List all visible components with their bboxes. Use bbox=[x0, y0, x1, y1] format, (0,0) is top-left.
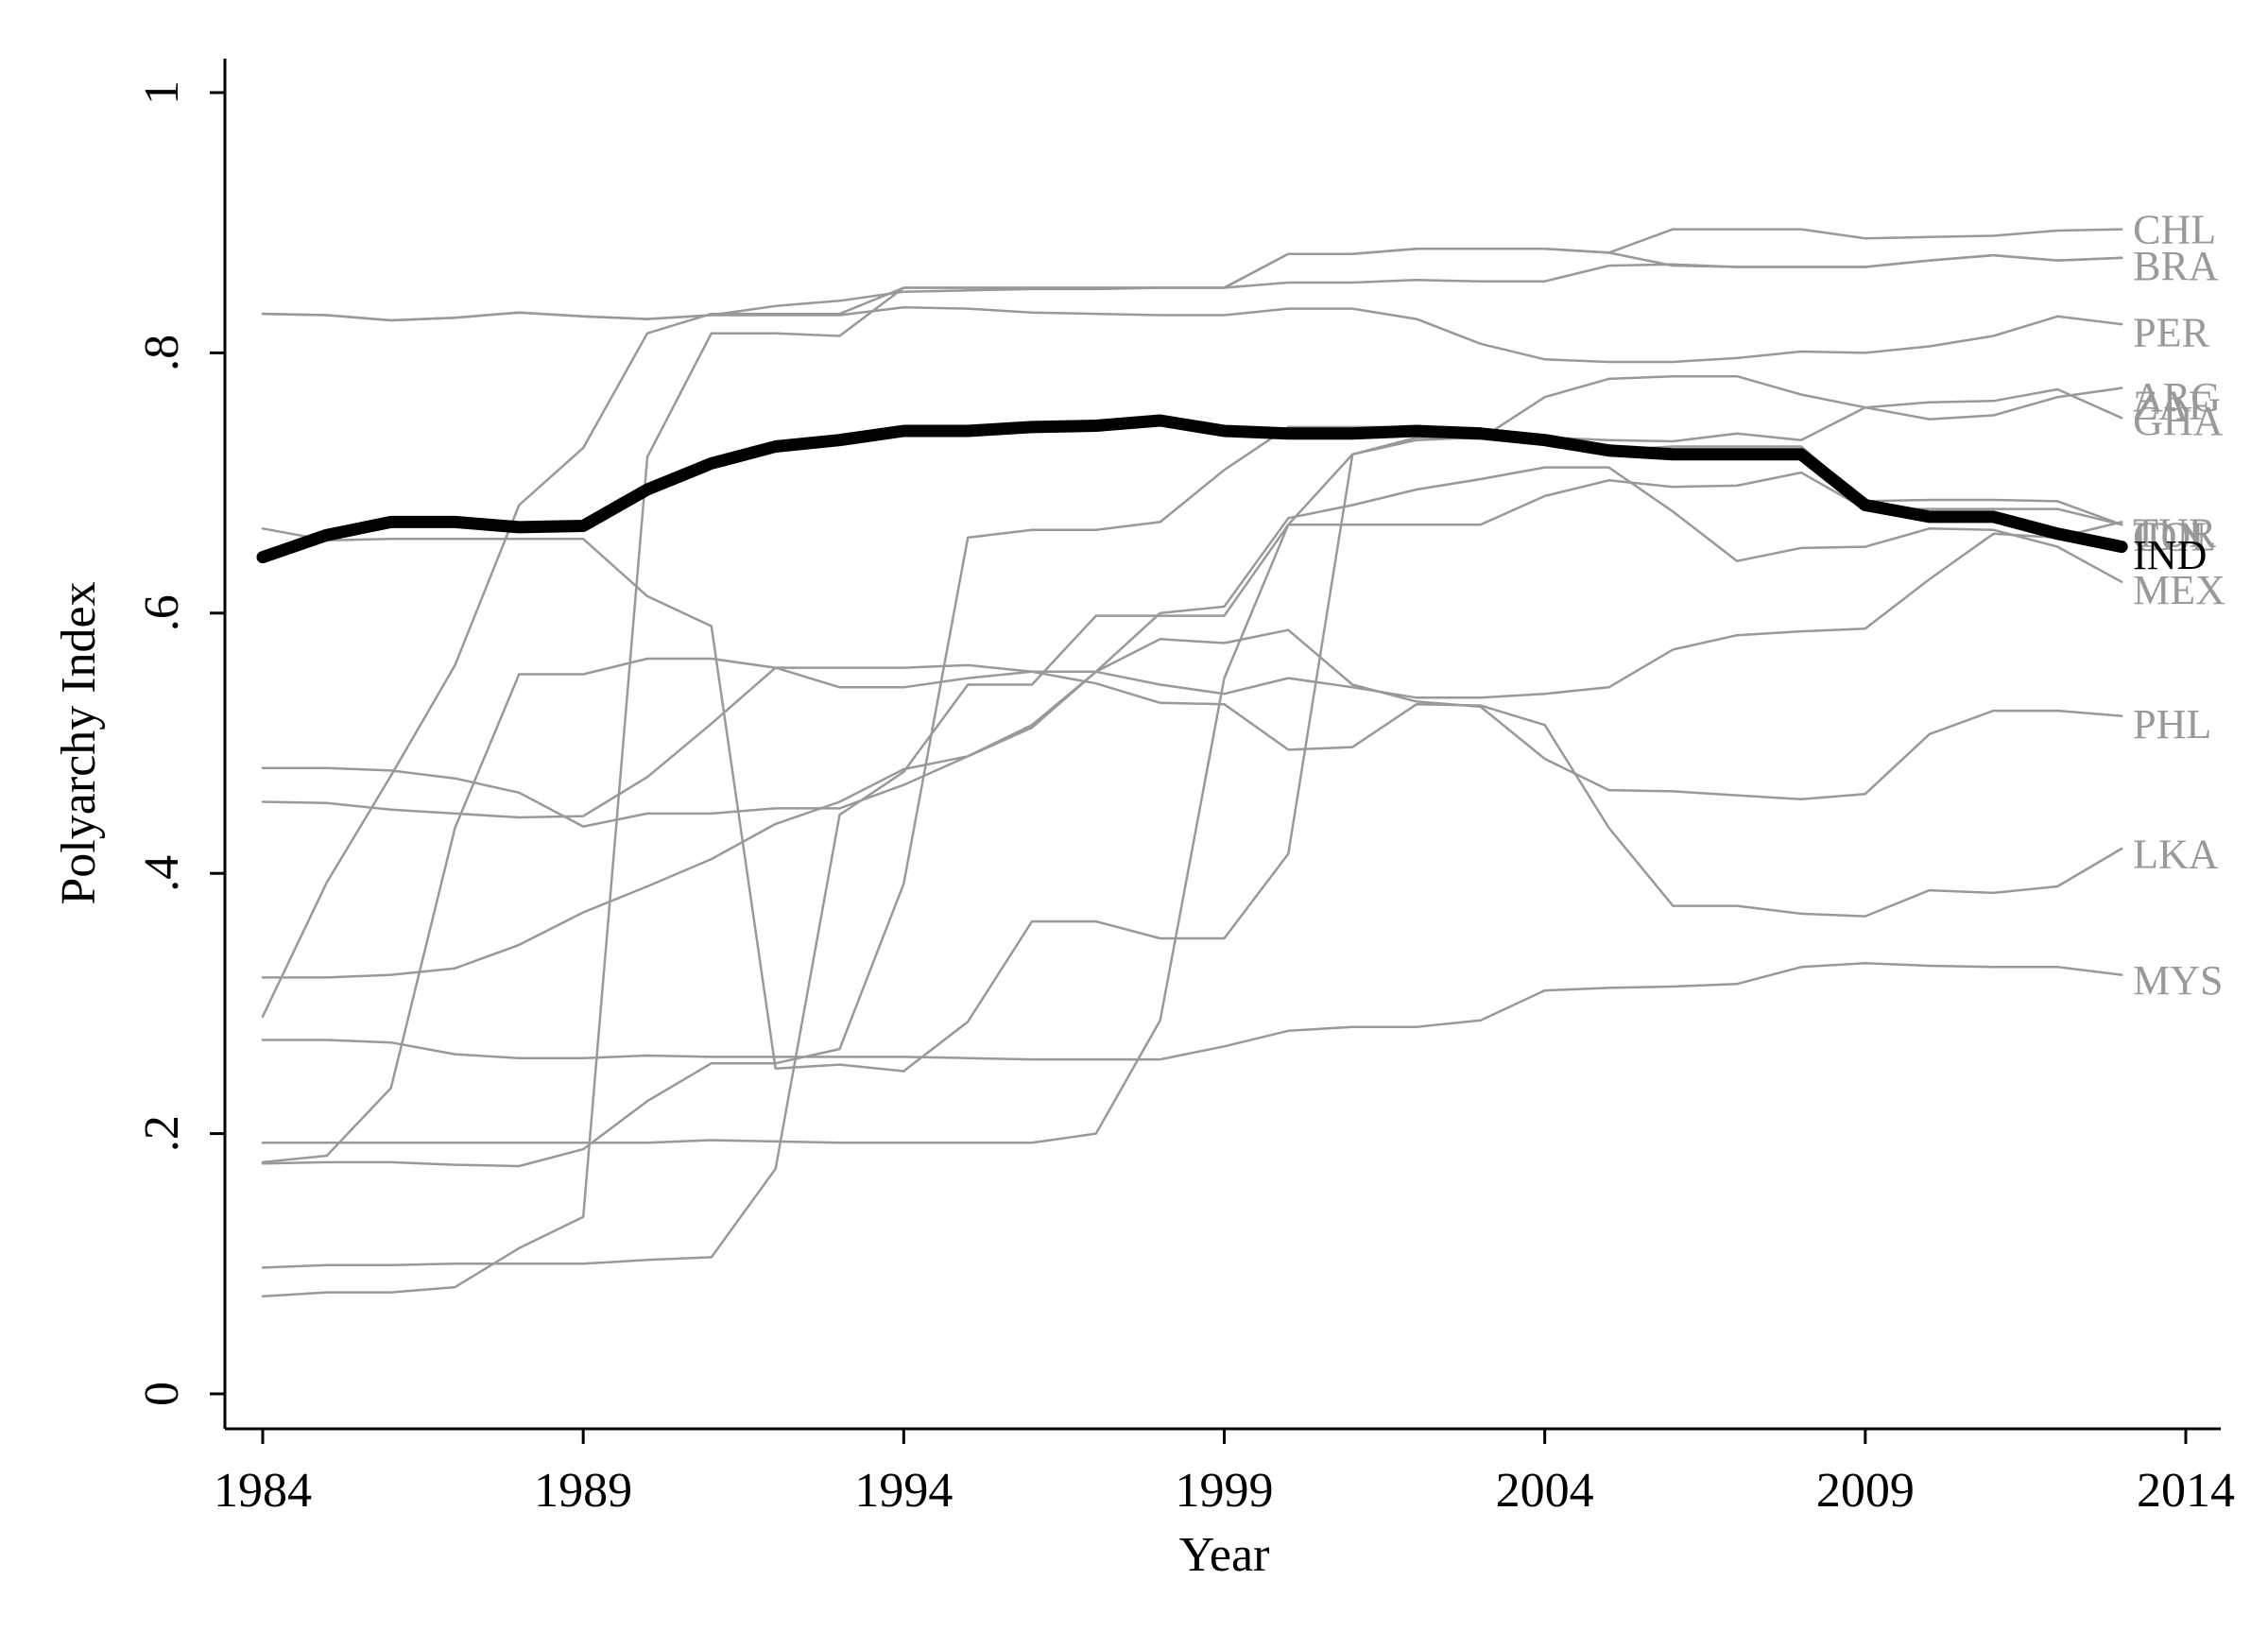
series-label-gha: GHA bbox=[2133, 398, 2224, 444]
series-line-bra bbox=[261, 521, 2123, 1164]
y-tick-label-2: .4 bbox=[135, 855, 189, 892]
series-line-chl bbox=[261, 228, 2123, 1018]
x-tick-label-2014: 2014 bbox=[2137, 1464, 2235, 1518]
series-label-chl: CHL bbox=[2133, 207, 2216, 253]
series-label-arg: ARG bbox=[2133, 374, 2221, 421]
series-layer bbox=[256, 228, 2128, 1297]
series-line-per bbox=[261, 961, 2123, 1061]
series-label-mex: MEX bbox=[2133, 567, 2225, 613]
series-line-mex bbox=[261, 466, 2123, 828]
series-label-lka: LKA bbox=[2133, 832, 2219, 878]
series-line-zaf bbox=[261, 628, 2123, 979]
y-tick-label-3: .6 bbox=[135, 594, 189, 631]
x-tick-label-2004: 2004 bbox=[1496, 1464, 1594, 1518]
series-label-bra: BRA bbox=[2133, 243, 2219, 289]
x-tick-label-2009: 2009 bbox=[1816, 1464, 1915, 1518]
series-line-mys bbox=[261, 305, 2123, 364]
x-tick-label-1989: 1989 bbox=[534, 1464, 632, 1518]
y-tick-label-0: 0 bbox=[135, 1382, 189, 1406]
y-tick-label-1: .2 bbox=[135, 1115, 189, 1152]
series-label-col: COL bbox=[2133, 514, 2216, 560]
series-label-tur: TUR bbox=[2133, 509, 2217, 556]
x-tick-label-1999: 1999 bbox=[1176, 1464, 1274, 1518]
series-line-ind bbox=[256, 414, 2128, 564]
series-label-ind: IND bbox=[2133, 532, 2207, 578]
series-line-gha bbox=[261, 247, 2123, 1297]
y-tick-label-5: 1 bbox=[135, 80, 189, 105]
series-label-per: PER bbox=[2133, 309, 2209, 355]
y-axis-title: Polyarchy Index bbox=[52, 581, 106, 904]
series-label-mys: MYS bbox=[2133, 957, 2223, 1004]
x-axis-title: Year bbox=[1179, 1528, 1270, 1582]
x-tick-label-1994: 1994 bbox=[854, 1464, 953, 1518]
axes-layer bbox=[223, 59, 2221, 1431]
series-label-idn: IDN bbox=[2133, 514, 2207, 560]
series-label-phl: PHL bbox=[2133, 701, 2211, 747]
series-line-tur bbox=[261, 387, 2123, 1073]
x-tick-label-1984: 1984 bbox=[214, 1464, 312, 1518]
series-line-col bbox=[261, 663, 2123, 918]
ticks-layer: 1984 1989 1994 1999 2004 2009 2014 0 .2 .4 .6 .8 1 bbox=[135, 80, 2235, 1518]
series-line-idn bbox=[261, 374, 2123, 1144]
series-label-zaf: ZAF bbox=[2133, 382, 2211, 428]
series-line-lka bbox=[261, 471, 2123, 1269]
y-tick-label-4: .8 bbox=[135, 335, 189, 371]
